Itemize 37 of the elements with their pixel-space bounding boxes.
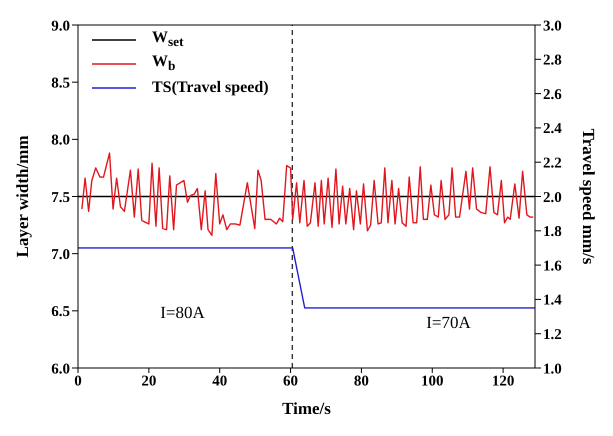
y2-tick-label: 2.6 [543,86,562,103]
legend-label: W$_{set}$ [152,29,184,51]
y-tick-label: 9.0 [51,18,70,34]
y2-axis-title: Travel speed mm/s [578,128,598,265]
y2-tick-label: 1.6 [543,258,562,274]
y2-tick-label: 2.0 [543,190,562,206]
legend-entry: W$_{set}$ [92,28,269,52]
x-tick-label: 100 [421,374,444,390]
legend-label: W$_{b}$ [152,53,176,75]
x-tick-label: 40 [212,374,228,390]
y2-tick-label: 1.8 [543,224,562,240]
x-tick-label: 120 [492,374,514,390]
legend-entry: W$_{b}$ [92,52,269,76]
y2-tick-label: 1.0 [543,361,562,378]
y2-tick-label: 3.0 [543,18,562,34]
annotation: I=70A [426,313,471,334]
y-tick-label: 7.0 [51,246,70,263]
y-tick-label: 6.5 [51,304,70,320]
x-tick-label: 80 [354,374,369,390]
y-tick-label: 8.5 [51,75,70,92]
y-tick-label: 8.0 [51,132,70,149]
x-tick-label: 20 [141,374,156,390]
y-tick-label: 6.0 [51,361,70,378]
y2-tick-label: 2.4 [543,121,562,138]
legend-label: TS(Travel speed) [152,79,269,97]
x-axis-title: Time/s [282,399,332,418]
y-axis-title: Layer width/mm [13,136,32,258]
y-tick-label: 7.5 [51,190,70,206]
y2-tick-label: 2.8 [543,52,562,69]
x-tick-label: 60 [283,374,298,390]
legend-entry: TS(Travel speed) [92,76,269,100]
y2-tick-label: 2.2 [543,156,562,172]
annotation: I=80A [160,303,205,324]
y2-tick-label: 1.2 [543,327,562,344]
y2-tick-label: 1.4 [543,292,562,309]
line-series [81,152,534,236]
x-tick-label: 0 [74,374,82,390]
